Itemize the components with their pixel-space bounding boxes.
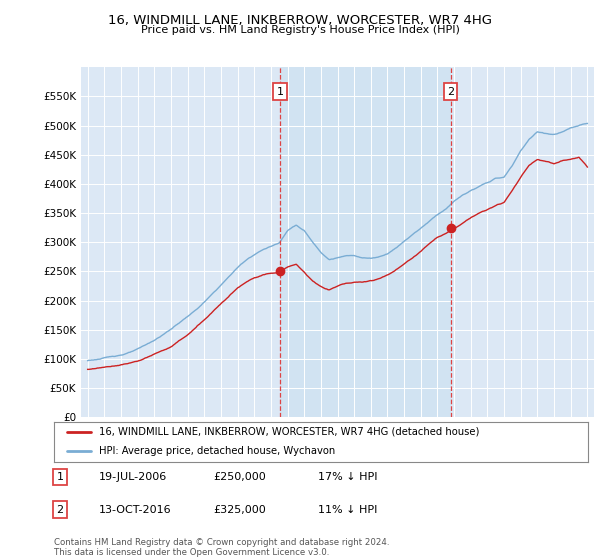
Text: 13-OCT-2016: 13-OCT-2016	[99, 505, 172, 515]
Text: 11% ↓ HPI: 11% ↓ HPI	[318, 505, 377, 515]
Text: HPI: Average price, detached house, Wychavon: HPI: Average price, detached house, Wych…	[100, 446, 335, 456]
Text: 1: 1	[56, 472, 64, 482]
Text: Contains HM Land Registry data © Crown copyright and database right 2024.
This d: Contains HM Land Registry data © Crown c…	[54, 538, 389, 557]
Text: 19-JUL-2006: 19-JUL-2006	[99, 472, 167, 482]
Text: £250,000: £250,000	[213, 472, 266, 482]
Text: 16, WINDMILL LANE, INKBERROW, WORCESTER, WR7 4HG: 16, WINDMILL LANE, INKBERROW, WORCESTER,…	[108, 14, 492, 27]
Text: 1: 1	[277, 87, 283, 97]
Text: £325,000: £325,000	[213, 505, 266, 515]
Text: 17% ↓ HPI: 17% ↓ HPI	[318, 472, 377, 482]
Text: 2: 2	[56, 505, 64, 515]
Text: 2: 2	[447, 87, 454, 97]
Bar	[280, 67, 451, 417]
Text: 16, WINDMILL LANE, INKBERROW, WORCESTER, WR7 4HG (detached house): 16, WINDMILL LANE, INKBERROW, WORCESTER,…	[100, 427, 480, 437]
Text: Price paid vs. HM Land Registry's House Price Index (HPI): Price paid vs. HM Land Registry's House …	[140, 25, 460, 35]
